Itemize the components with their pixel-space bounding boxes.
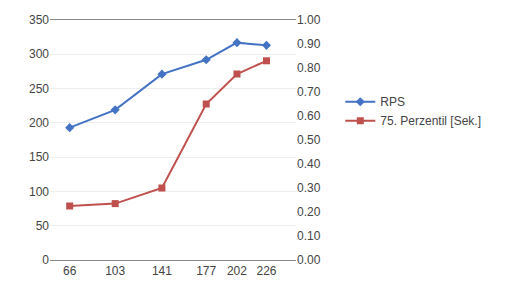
svg-text:0.10: 0.10 xyxy=(297,229,321,243)
svg-text:RPS: RPS xyxy=(380,95,405,109)
svg-text:0.90: 0.90 xyxy=(297,37,321,51)
svg-text:0.30: 0.30 xyxy=(297,181,321,195)
svg-text:150: 150 xyxy=(29,150,49,164)
svg-text:1.00: 1.00 xyxy=(297,13,321,27)
svg-text:0.60: 0.60 xyxy=(297,109,321,123)
svg-text:250: 250 xyxy=(29,82,49,96)
svg-text:50: 50 xyxy=(36,219,50,233)
svg-text:103: 103 xyxy=(105,264,125,278)
svg-text:0.40: 0.40 xyxy=(297,157,321,171)
svg-text:0: 0 xyxy=(42,253,49,267)
svg-text:350: 350 xyxy=(29,13,49,27)
svg-text:75. Perzentil [Sek.]: 75. Perzentil [Sek.] xyxy=(380,114,481,128)
svg-text:100: 100 xyxy=(29,185,49,199)
svg-text:141: 141 xyxy=(152,264,172,278)
svg-text:177: 177 xyxy=(196,264,216,278)
svg-text:0.50: 0.50 xyxy=(297,133,321,147)
svg-text:0.70: 0.70 xyxy=(297,85,321,99)
svg-text:226: 226 xyxy=(256,264,276,278)
svg-text:202: 202 xyxy=(227,264,247,278)
svg-text:0.20: 0.20 xyxy=(297,205,321,219)
svg-text:0.80: 0.80 xyxy=(297,61,321,75)
svg-text:300: 300 xyxy=(29,47,49,61)
svg-text:66: 66 xyxy=(63,264,77,278)
svg-text:200: 200 xyxy=(29,116,49,130)
svg-text:0.00: 0.00 xyxy=(297,253,321,267)
